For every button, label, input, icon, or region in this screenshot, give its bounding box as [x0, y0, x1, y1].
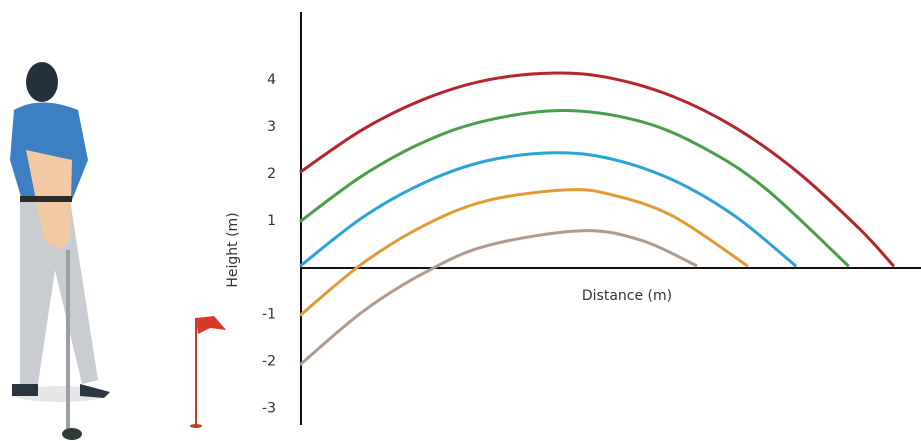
y-tick-label: 1: [267, 213, 276, 229]
y-tick-label: 2: [267, 166, 276, 182]
y-axis-label: Height (m): [225, 212, 241, 287]
y-tick-label: -2: [262, 354, 276, 370]
flag-icon: [190, 316, 226, 428]
chart: Height (m) Distance (m) 4 3 2 1 -1 -2 -3: [0, 0, 921, 441]
y-tick-label: 3: [267, 119, 276, 135]
trajectory-line: [301, 190, 747, 315]
golfer-illustration: [10, 62, 110, 440]
y-tick-label: -3: [262, 401, 276, 417]
y-tick-label: 4: [267, 72, 276, 88]
trajectory-line: [301, 73, 893, 265]
x-axis-label: Distance (m): [582, 288, 672, 304]
y-tick-label: -1: [262, 307, 276, 323]
